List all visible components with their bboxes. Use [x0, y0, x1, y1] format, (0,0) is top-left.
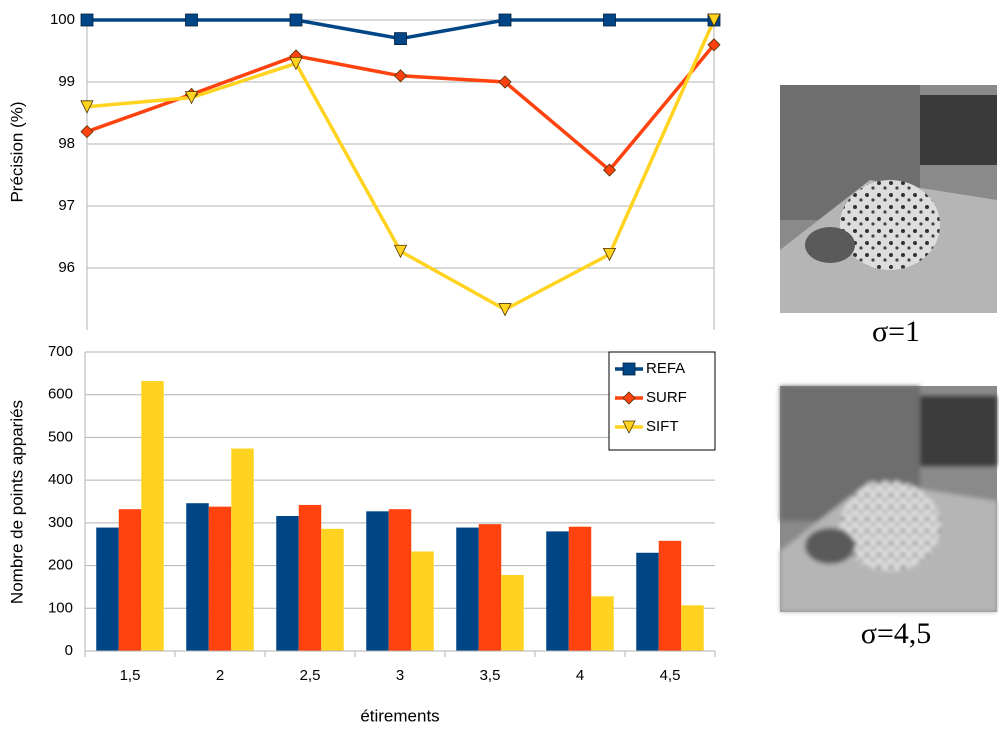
point [393, 69, 408, 83]
bar [276, 516, 299, 651]
bar [186, 503, 209, 651]
bar [321, 528, 344, 651]
point [393, 244, 408, 259]
point [289, 13, 303, 27]
y-tick-label: 97 [58, 197, 75, 214]
bar [456, 527, 479, 651]
bar [118, 509, 142, 651]
point [707, 38, 721, 52]
bar [568, 526, 592, 651]
x-tick-label: 3 [396, 667, 404, 684]
bar [388, 509, 412, 651]
x-tick-label: 3,5 [480, 667, 501, 684]
point [80, 125, 94, 139]
bar [546, 531, 569, 651]
y-tick-label: 100 [50, 11, 75, 28]
x-tick-label: 4,5 [660, 667, 681, 684]
bar [231, 448, 254, 651]
y-axis-label: Nombre de points appariés [7, 400, 26, 604]
point [707, 13, 721, 27]
legend-marker [622, 362, 636, 376]
legend-label: SURF [646, 389, 687, 406]
y-tick-label: 600 [48, 386, 73, 403]
point [80, 100, 94, 114]
legend-marker [622, 420, 636, 434]
y-tick-label: 200 [48, 557, 73, 574]
point [602, 163, 617, 177]
x-tick-label: 1,5 [120, 667, 141, 684]
y-tick-label: 300 [48, 514, 73, 531]
bar [681, 605, 704, 651]
point [394, 32, 407, 45]
bar [658, 540, 682, 651]
bar [501, 574, 524, 651]
x-tick-label: 2,5 [300, 667, 321, 684]
y-tick-label: 98 [58, 135, 75, 152]
y-tick-label: 96 [58, 259, 75, 276]
y-axis-label: Précision (%) [7, 101, 26, 202]
bar [636, 552, 659, 651]
x-tick-label: 4 [576, 667, 584, 684]
line [86, 19, 716, 312]
y-tick-label: 700 [48, 343, 73, 360]
bar [141, 381, 164, 651]
bar [591, 596, 614, 651]
line [86, 43, 716, 173]
point [184, 91, 199, 105]
point [498, 303, 512, 317]
point [602, 247, 617, 262]
point [603, 13, 616, 27]
legend-label: REFA [646, 360, 685, 377]
point [289, 57, 303, 71]
bar [366, 511, 389, 651]
y-tick-label: 500 [48, 428, 73, 445]
photo [780, 85, 997, 313]
point [498, 75, 512, 89]
photo-blurred [780, 386, 997, 612]
image-label: σ=4,5 [861, 617, 932, 650]
x-tick-label: 2 [216, 667, 224, 684]
y-tick-label: 99 [58, 73, 75, 90]
point [80, 13, 94, 27]
y-tick-label: 400 [48, 471, 73, 488]
bar [411, 551, 434, 651]
bar [298, 504, 322, 651]
legend-label: SIFT [646, 418, 679, 435]
point [498, 13, 512, 27]
point [185, 13, 198, 27]
x-axis-label: étirements [360, 706, 439, 725]
legend-marker [622, 391, 636, 405]
bar [478, 524, 502, 651]
y-tick-label: 100 [48, 599, 73, 616]
bar [208, 506, 232, 651]
bar [96, 527, 119, 651]
y-tick-label: 0 [65, 642, 73, 659]
image-label: σ=1 [872, 315, 920, 348]
